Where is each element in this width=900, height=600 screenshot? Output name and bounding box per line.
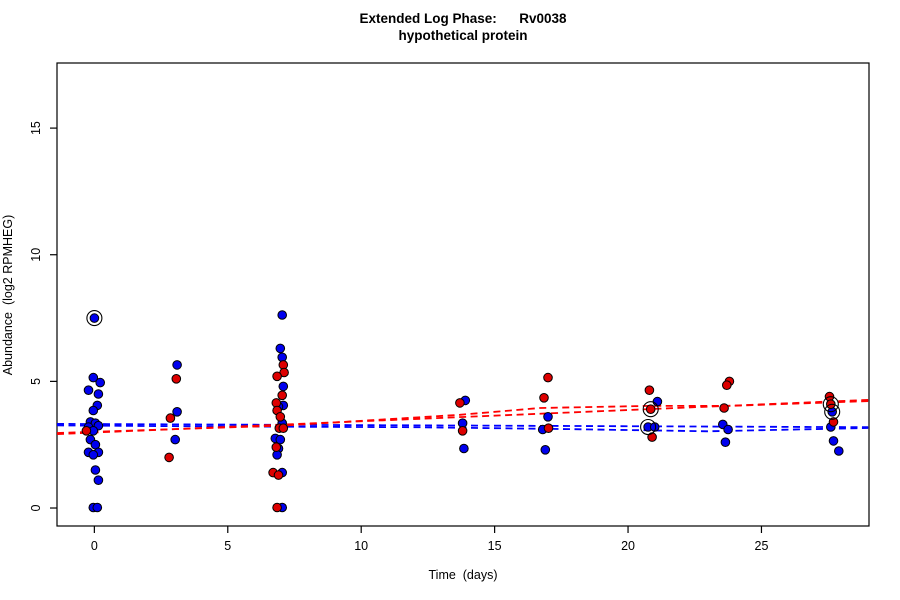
data-point-strain-blue [278, 381, 289, 392]
data-point-strain-blue [83, 385, 94, 396]
data-point-strain-red [271, 442, 282, 453]
data-point-strain-red [539, 393, 549, 403]
data-point-strain-blue [93, 389, 104, 399]
data-point-strain-red [165, 413, 176, 423]
highlight-circle [824, 403, 841, 420]
data-point-strain-blue [90, 465, 101, 475]
data-point-strain-blue [828, 436, 839, 446]
data-point-strain-blue [720, 437, 731, 448]
y-tick-label: 0 [29, 504, 43, 511]
data-point-strain-blue [95, 377, 105, 388]
highlight-circle [822, 396, 839, 413]
data-point-strain-red [171, 374, 182, 384]
data-point-strain-blue [723, 424, 733, 435]
x-axis-title: Time (days) [428, 568, 498, 582]
highlight-circle [640, 418, 657, 436]
highlight-circle [642, 401, 659, 418]
data-point-strain-red [543, 423, 554, 434]
data-point-strain-red [272, 502, 282, 513]
data-point-strain-blue [172, 360, 182, 370]
data-point-strain-red [278, 423, 289, 434]
data-point-strain-blue [275, 434, 286, 445]
x-tick-label: 20 [621, 539, 635, 553]
chart-title-line2: hypothetical protein [398, 28, 528, 43]
data-point-strain-blue [543, 412, 553, 422]
data-point-strain-red [164, 452, 174, 463]
data-point-strain-blue [93, 475, 104, 486]
data-point-strain-blue [89, 313, 100, 323]
data-point-strain-red [645, 404, 656, 415]
data-point-strain-red [275, 412, 286, 422]
chart-title-line1: Extended Log Phase: Rv0038 [359, 11, 567, 26]
data-point-strain-blue [88, 405, 99, 416]
data-point-strain-red [272, 371, 282, 382]
data-point-strain-red [543, 372, 553, 383]
data-point-strain-blue [652, 396, 663, 407]
data-point-strain-blue [88, 372, 99, 383]
x-tick-label: 5 [224, 539, 231, 553]
x-tick-label: 10 [354, 539, 368, 553]
data-point-strain-red [273, 470, 284, 480]
x-tick-label: 25 [755, 539, 769, 553]
data-point-strain-blue [834, 446, 844, 456]
y-tick-label: 5 [29, 378, 43, 385]
data-point-strain-blue [459, 443, 469, 454]
data-point-strain-red [277, 390, 288, 401]
data-point-strain-red [455, 398, 465, 408]
data-point-strain-blue [172, 407, 182, 417]
data-point-strain-blue [92, 502, 103, 513]
trend-line-blue-smooth-fit [56, 424, 869, 433]
data-point-strain-blue [275, 343, 286, 354]
data-point-strain-blue [88, 450, 99, 460]
highlight-circle [86, 310, 103, 327]
x-tick-label: 15 [488, 539, 502, 553]
plot-border [56, 62, 870, 527]
data-point-strain-red [81, 426, 92, 436]
data-point-strain-red [722, 380, 732, 391]
y-tick-label: 15 [29, 121, 43, 135]
trend-line-red-linear-fit [56, 399, 869, 435]
x-tick-label: 0 [91, 539, 98, 553]
data-point-strain-blue [277, 310, 288, 320]
data-point-strain-red [457, 426, 468, 436]
data-point-strain-blue [540, 445, 551, 455]
y-tick-label: 10 [29, 248, 43, 262]
data-point-strain-blue [170, 434, 180, 445]
data-point-strain-red [719, 403, 729, 413]
data-point-strain-red [644, 385, 655, 396]
